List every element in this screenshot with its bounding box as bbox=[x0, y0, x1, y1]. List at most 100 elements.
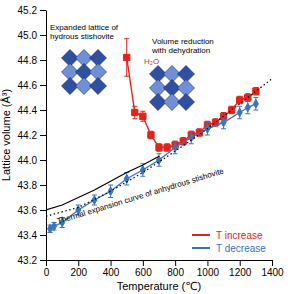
x-tick-label: 0 bbox=[44, 267, 50, 278]
error-bar bbox=[221, 116, 226, 129]
y-tick-mark bbox=[40, 260, 46, 261]
y-tick: 44.8 bbox=[18, 55, 46, 66]
x-tick: 800 bbox=[167, 260, 184, 278]
error-bar bbox=[237, 106, 242, 119]
x-tick: 1400 bbox=[261, 260, 284, 278]
chart: 0 200 400 600 800 1000 1200 1400 43.2 43.4 43.6 43.… bbox=[0, 0, 300, 294]
data-point bbox=[253, 99, 258, 108]
series-line bbox=[127, 58, 256, 148]
y-tick-mark bbox=[40, 35, 46, 36]
x-tick-mark bbox=[111, 260, 112, 266]
x-tick: 1200 bbox=[229, 260, 252, 278]
x-tick-label: 400 bbox=[103, 267, 120, 278]
octahedron bbox=[178, 94, 195, 111]
annotation-line: Thermal expansion curve of anhydrous sti… bbox=[56, 166, 225, 226]
y-tick: 43.6 bbox=[18, 205, 46, 216]
annotation: Volume reductionwith dehydration bbox=[151, 37, 214, 55]
data-point bbox=[92, 196, 97, 205]
data-point bbox=[237, 108, 242, 117]
series-line bbox=[46, 79, 272, 217]
y-tick-mark bbox=[40, 185, 46, 186]
y-tick-mark bbox=[40, 110, 46, 111]
error-bar bbox=[124, 39, 129, 77]
x-tick-label: 600 bbox=[135, 267, 152, 278]
series-line bbox=[50, 104, 256, 229]
x-tick: 1000 bbox=[197, 260, 220, 278]
error-bar bbox=[108, 185, 113, 198]
y-tick: 43.4 bbox=[18, 230, 46, 241]
y-tick: 44.0 bbox=[18, 155, 46, 166]
error-bar bbox=[253, 88, 258, 96]
legend-swatch bbox=[192, 234, 210, 236]
y-tick-mark bbox=[40, 135, 46, 136]
y-tick-mark bbox=[40, 235, 46, 236]
annotation: Expanded lattice ofhydrous stishovite bbox=[50, 23, 119, 41]
data-layer bbox=[46, 39, 272, 233]
y-tick-label: 43.4 bbox=[18, 230, 38, 241]
legend-label: T decrease bbox=[216, 243, 266, 254]
annotation: H₂O bbox=[144, 57, 159, 66]
y-tick-label: 44.6 bbox=[18, 80, 38, 91]
y-tick-label: 44.0 bbox=[18, 155, 38, 166]
y-tick-label: 44.2 bbox=[18, 130, 38, 141]
y-tick-label: 43.8 bbox=[18, 180, 38, 191]
x-tick: 600 bbox=[135, 260, 152, 278]
error-bar bbox=[237, 96, 242, 104]
x-tick-label: 1400 bbox=[261, 267, 284, 278]
annotation: Thermal expansion curve of anhydrous sti… bbox=[56, 166, 225, 226]
annotation-line: Expanded lattice of bbox=[50, 23, 119, 32]
y-axis: 43.243.443.643.844.044.244.444.644.845.0… bbox=[18, 5, 47, 266]
y-axis-line bbox=[46, 11, 47, 261]
y-tick: 43.8 bbox=[18, 180, 46, 191]
error-bar bbox=[229, 106, 234, 114]
x-tick-label: 800 bbox=[167, 267, 184, 278]
annotation-line: with dehydration bbox=[151, 46, 210, 55]
annotation-line: H₂O bbox=[144, 57, 159, 66]
y-axis-title: Lattice volume (Å³) bbox=[0, 89, 12, 181]
data-point bbox=[156, 144, 162, 150]
x-tick-mark bbox=[240, 260, 241, 266]
error-bar bbox=[157, 154, 162, 167]
x-tick-mark bbox=[175, 260, 176, 266]
y-tick: 44.2 bbox=[18, 130, 46, 141]
y-tick-label: 45.2 bbox=[18, 5, 38, 16]
x-axis-line bbox=[47, 260, 273, 261]
y-tick-label: 43.2 bbox=[18, 255, 38, 266]
data-point bbox=[48, 224, 53, 233]
x-axis: 0 200 400 600 800 1000 1200 1400 bbox=[44, 260, 284, 278]
y-tick-mark bbox=[40, 160, 46, 161]
y-tick-label: 43.6 bbox=[18, 205, 38, 216]
data-point bbox=[140, 113, 146, 119]
y-tick: 45.2 bbox=[18, 5, 46, 16]
data-point bbox=[148, 132, 154, 138]
x-tick-mark bbox=[143, 260, 144, 266]
x-tick-label: 200 bbox=[70, 267, 87, 278]
x-axis-title: Temperature (℃) bbox=[117, 280, 202, 292]
y-tick-label: 44.8 bbox=[18, 55, 38, 66]
error-bar bbox=[132, 106, 137, 119]
series-line bbox=[46, 156, 159, 210]
legend-item: T decrease bbox=[192, 243, 266, 254]
x-tick-mark bbox=[207, 260, 208, 266]
x-tick: 200 bbox=[70, 260, 87, 278]
error-bar bbox=[140, 111, 145, 121]
x-tick-mark bbox=[272, 260, 273, 266]
data-point bbox=[164, 144, 170, 150]
legend-item: T increase bbox=[192, 230, 263, 241]
error-bar bbox=[245, 101, 250, 114]
crystal-illustration bbox=[150, 66, 195, 111]
y-tick-mark bbox=[40, 60, 46, 61]
error-bar bbox=[148, 131, 153, 139]
x-tick: 0 bbox=[44, 260, 50, 278]
data-point bbox=[132, 109, 138, 115]
x-tick-label: 1200 bbox=[229, 267, 252, 278]
y-tick: 44.6 bbox=[18, 80, 46, 91]
annotation-line: hydrous stishovite bbox=[50, 32, 115, 41]
data-point bbox=[124, 54, 130, 60]
error-bar bbox=[92, 195, 97, 205]
x-tick: 400 bbox=[103, 260, 120, 278]
legend-swatch bbox=[192, 247, 210, 249]
error-bar bbox=[253, 98, 258, 111]
y-tick: 45.0 bbox=[18, 30, 46, 41]
octahedron bbox=[90, 78, 107, 95]
